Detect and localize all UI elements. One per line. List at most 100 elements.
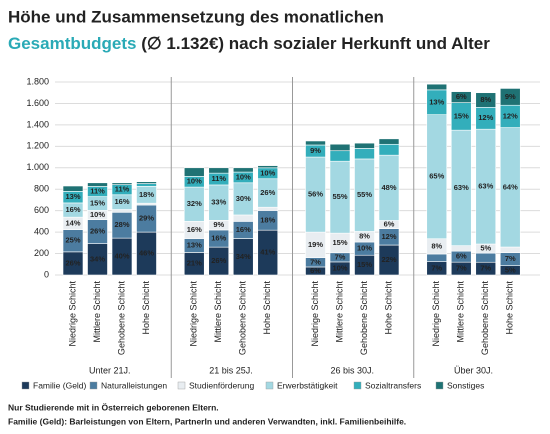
data-label: 28% — [114, 220, 129, 229]
data-label: 13% — [187, 240, 202, 249]
data-label: 48% — [381, 183, 396, 192]
data-label: 16% — [236, 225, 251, 234]
data-label: 8% — [359, 232, 370, 241]
data-label: 9% — [213, 220, 224, 229]
bar-segment — [257, 206, 279, 211]
data-label: 65% — [429, 172, 444, 181]
group-label: Unter 21J. — [89, 365, 131, 375]
data-label: 5% — [480, 244, 491, 253]
x-tick-label: Hohe Schicht — [141, 281, 151, 335]
data-label: 46% — [139, 249, 154, 258]
data-label: 33% — [211, 198, 226, 207]
x-tick-label: Niedrige Schicht — [431, 281, 441, 347]
y-tick-label: 0 — [44, 269, 49, 279]
legend-swatch — [265, 381, 274, 390]
title-rest: (∅ 1.132€) nach sozialer Herkunft und Al… — [141, 34, 490, 53]
data-label: 26% — [260, 188, 275, 197]
bar-segment — [354, 148, 375, 160]
bar-segment — [62, 185, 84, 192]
y-tick-label: 600 — [34, 205, 49, 215]
data-label: 18% — [139, 190, 154, 199]
x-tick-label: Gehobene Schicht — [359, 281, 369, 356]
legend-label: Sozialtransfers — [365, 380, 421, 390]
legend-swatch — [21, 381, 30, 390]
data-label: 16% — [187, 225, 202, 234]
data-label: 10% — [90, 210, 105, 219]
bar-segment — [111, 182, 133, 185]
data-label: 56% — [308, 190, 323, 199]
data-label: 7% — [310, 257, 321, 266]
data-label: 26% — [90, 227, 105, 236]
footnote: Familie (Geld): Barleistungen von Eltern… — [8, 416, 406, 426]
y-tick-label: 1.400 — [26, 119, 49, 129]
data-label: 16% — [114, 197, 129, 206]
y-tick-label: 800 — [34, 184, 49, 194]
data-label: 34% — [90, 254, 105, 263]
data-label: 29% — [139, 214, 154, 223]
data-label: 30% — [236, 194, 251, 203]
data-label: 12% — [381, 232, 396, 241]
data-label: 7% — [505, 254, 516, 263]
x-tick-label: Hohe Schicht — [505, 281, 515, 335]
x-tick-label: Hohe Schicht — [383, 281, 393, 335]
bar-segment — [329, 150, 351, 162]
bar-segment — [305, 140, 326, 146]
bar-segment — [208, 167, 230, 174]
data-label: 22% — [381, 255, 396, 264]
bar-segment — [450, 91, 472, 103]
data-label: 6% — [456, 92, 467, 101]
bar-segment — [232, 214, 254, 222]
x-tick-label: Niedrige Schicht — [310, 281, 320, 347]
bar-segment — [450, 245, 472, 252]
bar-segment — [426, 83, 448, 91]
bar-segment — [475, 252, 497, 263]
data-label: 8% — [431, 241, 442, 250]
legend-label: Studienförderung — [189, 380, 254, 390]
data-label: 14% — [65, 218, 80, 227]
data-label: 11% — [90, 187, 105, 196]
data-label: 7% — [335, 252, 346, 261]
data-label: 25% — [65, 236, 80, 245]
data-label: 10% — [236, 172, 251, 181]
data-label: 10% — [357, 244, 372, 253]
data-label: 41% — [260, 248, 275, 257]
bar-segment — [232, 167, 254, 173]
data-label: 7% — [431, 263, 442, 272]
legend-swatch — [353, 381, 362, 390]
data-label: 18% — [260, 215, 275, 224]
x-tick-label: Gehobene Schicht — [238, 281, 248, 356]
footnote: Nur Studierende mit in Österreich gebore… — [8, 402, 219, 412]
data-label: 19% — [308, 240, 323, 249]
legend-label: Familie (Geld) — [33, 380, 87, 390]
data-label: 64% — [503, 182, 518, 191]
y-tick-label: 1.200 — [26, 141, 49, 151]
group-label: Über 30J. — [454, 365, 493, 375]
bar-segment — [111, 209, 133, 213]
bar-segment — [499, 88, 521, 106]
legend-swatch — [177, 381, 186, 390]
data-label: 15% — [332, 238, 347, 247]
data-label: 15% — [90, 199, 105, 208]
data-label: 10% — [260, 168, 275, 177]
data-label: 26% — [65, 258, 80, 267]
bar-segment — [136, 181, 157, 184]
bar-segment — [257, 165, 279, 169]
bar-segment — [378, 143, 400, 156]
bar-segment — [475, 92, 497, 108]
data-label: 13% — [65, 192, 80, 201]
bar-segment — [378, 138, 400, 145]
group-label: 21 bis 25J. — [209, 365, 253, 375]
bar-segment — [426, 253, 448, 262]
data-label: 12% — [478, 113, 493, 122]
y-tick-label: 200 — [34, 248, 49, 258]
data-label: 13% — [429, 97, 444, 106]
legend-swatch — [435, 381, 444, 390]
x-tick-label: Gehobene Schicht — [116, 281, 126, 356]
data-label: 15% — [357, 260, 372, 269]
x-tick-label: Mittlere Schicht — [334, 281, 344, 343]
data-label: 6% — [310, 266, 321, 275]
legend-label: Erwerbstätigkeit — [277, 380, 338, 390]
data-label: 11% — [115, 185, 130, 194]
y-tick-label: 1.000 — [26, 162, 49, 172]
